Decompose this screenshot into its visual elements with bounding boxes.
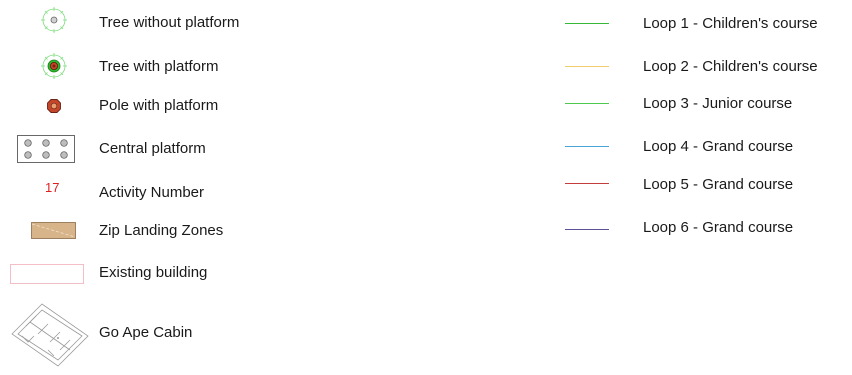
legend-label-existing-building: Existing building bbox=[99, 264, 208, 281]
cabin-plan-icon bbox=[8, 300, 92, 370]
activity-number-marker: 17 bbox=[45, 180, 60, 195]
existing-building-icon bbox=[10, 264, 84, 284]
legend-label-loop-2: Loop 2 - Children's course bbox=[643, 58, 818, 75]
legend-label-tree-with-platform: Tree with platform bbox=[99, 58, 219, 75]
legend-label-central-platform: Central platform bbox=[99, 140, 206, 157]
tree-with-platform-icon bbox=[39, 51, 69, 81]
legend-label-loop-1: Loop 1 - Children's course bbox=[643, 15, 818, 32]
legend-label-loop-5: Loop 5 - Grand course bbox=[643, 176, 794, 193]
legend-label-pole-with-platform: Pole with platform bbox=[99, 97, 219, 114]
pole-with-platform-icon bbox=[46, 98, 62, 114]
loop-3-line bbox=[565, 103, 609, 104]
loop-1-line bbox=[565, 23, 609, 24]
loop-4-line bbox=[565, 146, 609, 147]
central-platform-icon bbox=[17, 135, 75, 163]
legend-label-loop-4: Loop 4 - Grand course bbox=[643, 138, 794, 155]
legend-label-activity-number: Activity Number bbox=[99, 184, 205, 201]
loop-6-line bbox=[565, 229, 609, 230]
tree-without-platform-icon bbox=[39, 5, 69, 35]
legend-label-loop-3: Loop 3 - Junior course bbox=[643, 95, 793, 112]
zip-landing-zone-icon bbox=[31, 222, 76, 239]
loop-5-line bbox=[565, 183, 609, 184]
legend-label-tree-without-platform: Tree without platform bbox=[99, 14, 240, 31]
loop-2-line bbox=[565, 66, 609, 67]
legend-label-go-ape-cabin: Go Ape Cabin bbox=[99, 324, 193, 341]
legend-label-zip-landing-zones: Zip Landing Zones bbox=[99, 222, 224, 239]
legend-label-loop-6: Loop 6 - Grand course bbox=[643, 219, 794, 236]
